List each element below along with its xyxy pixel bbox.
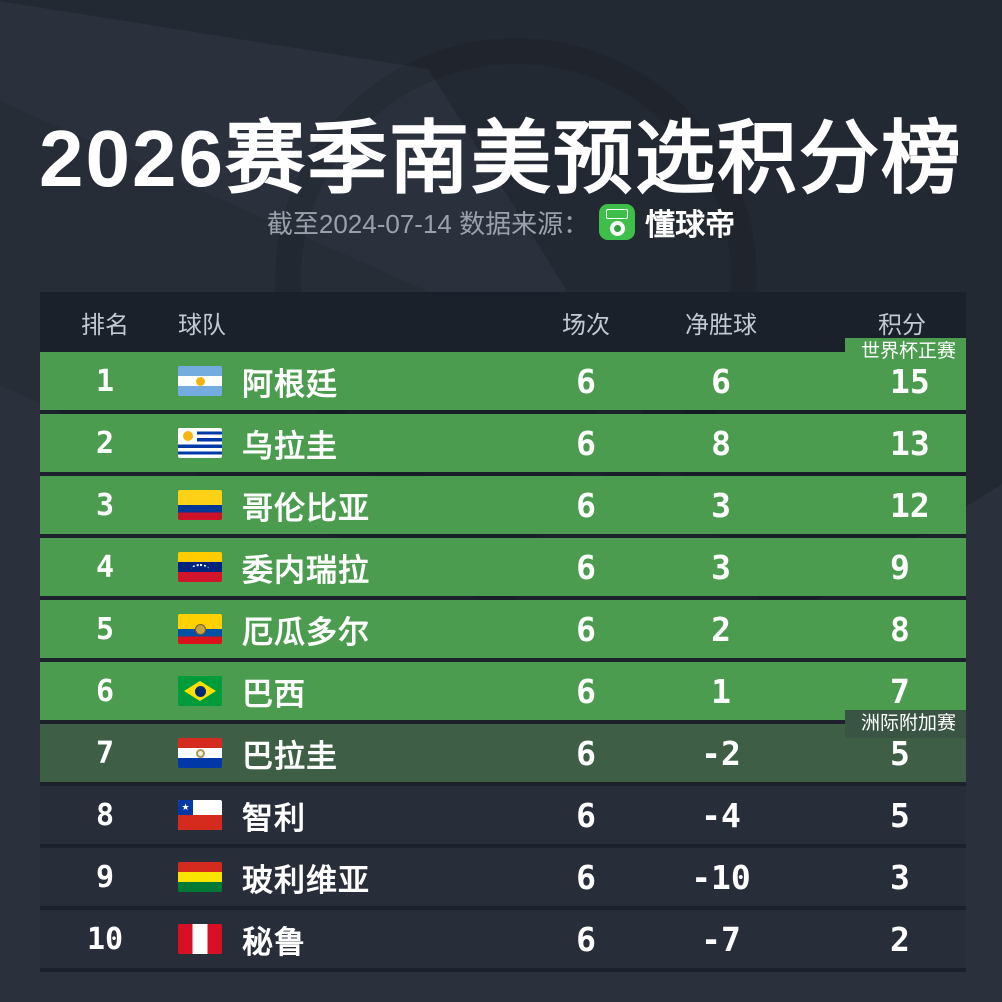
rank-value: 5	[95, 611, 115, 647]
points-value: 2	[890, 919, 910, 959]
column-header-played: 场次	[562, 311, 610, 339]
team-cell: 玻利维亚	[170, 855, 516, 900]
team-cell: 委内瑞拉	[170, 545, 516, 590]
table-row: 3 哥伦比亚 6 3 12	[40, 476, 966, 538]
table-row: 5 厄瓜多尔 6 2 8	[40, 600, 966, 662]
team-name: 哥伦比亚	[242, 490, 370, 526]
flag-ecuador	[178, 614, 222, 644]
dongqiudi-app-icon	[599, 204, 636, 240]
table-row: 9 玻利维亚 6 -10 3	[40, 848, 966, 910]
team-name: 智利	[242, 800, 306, 836]
team-name: 阿根廷	[242, 366, 338, 402]
rank-value: 3	[95, 487, 115, 523]
points-value: 5	[890, 733, 910, 773]
data-cutoff-and-source-label: 截至2024-07-14 数据来源：	[266, 208, 590, 239]
flag-argentina	[178, 366, 222, 396]
rank-value: 7	[95, 735, 115, 771]
goal-difference-value: 3	[711, 485, 731, 525]
table-row: 10 秘鲁 6 -7 2	[40, 910, 966, 972]
column-header-rank: 排名	[81, 311, 129, 339]
goal-difference-value: 3	[711, 547, 731, 587]
team-cell: 智利	[170, 793, 516, 838]
flag-brazil	[178, 676, 222, 706]
matches-played-value: 6	[576, 609, 596, 649]
matches-played-value: 6	[576, 795, 596, 835]
flag-peru	[178, 924, 222, 954]
matches-played-value: 6	[576, 423, 596, 463]
standings-table: 排名 球队 场次 净胜球 积分 1 阿根廷 6 6 15 世界杯正赛 2 乌拉圭…	[40, 292, 966, 972]
subtitle-row: 截至2024-07-14 数据来源： 懂球帝	[0, 200, 1002, 244]
rank-value: 4	[95, 549, 115, 585]
flag-bolivia	[178, 862, 222, 892]
rank-value: 9	[95, 859, 115, 895]
team-name: 秘鲁	[242, 924, 306, 960]
table-row: 1 阿根廷 6 6 15 世界杯正赛	[40, 338, 966, 414]
table-body: 1 阿根廷 6 6 15 世界杯正赛 2 乌拉圭 6 8 13 3 哥伦比亚	[40, 338, 966, 972]
matches-played-value: 6	[576, 857, 596, 897]
dongqiudi-icon-wordmark	[606, 208, 629, 219]
column-header-team: 球队	[178, 311, 226, 339]
matches-played-value: 6	[576, 733, 596, 773]
rank-value: 8	[95, 797, 115, 833]
points-value: 12	[890, 485, 930, 525]
points-value: 9	[890, 547, 910, 587]
flag-colombia	[178, 490, 222, 520]
matches-played-value: 6	[576, 671, 596, 711]
matches-played-value: 6	[576, 919, 596, 959]
team-cell: 阿根廷	[170, 359, 516, 404]
table-row: 7 巴拉圭 6 -2 5 洲际附加赛	[40, 710, 966, 786]
table-row: 8 智利 6 -4 5	[40, 786, 966, 848]
points-value: 13	[890, 423, 930, 463]
team-name: 巴拉圭	[242, 738, 338, 774]
column-header-goal-difference: 净胜球	[685, 311, 757, 339]
team-name: 厄瓜多尔	[242, 614, 370, 650]
team-name: 巴西	[242, 676, 306, 712]
rank-value: 10	[86, 921, 124, 957]
football-icon	[609, 220, 625, 236]
table-row: 4 委内瑞拉 6 3 9	[40, 538, 966, 600]
team-name: 乌拉圭	[242, 428, 338, 464]
zone-tag-world_cup: 世界杯正赛	[844, 338, 966, 366]
flag-chile	[178, 800, 222, 830]
column-header-points: 积分	[878, 311, 926, 339]
team-cell: 哥伦比亚	[170, 483, 516, 528]
page-title: 2026赛季南美预选积分榜	[39, 114, 963, 203]
goal-difference-value: -10	[691, 857, 751, 897]
goal-difference-value: -2	[701, 733, 741, 773]
points-value: 3	[890, 857, 910, 897]
points-value: 8	[890, 609, 910, 649]
zone-tag-playoff: 洲际附加赛	[844, 710, 966, 738]
goal-difference-value: 1	[711, 671, 731, 711]
goal-difference-value: -4	[701, 795, 741, 835]
rank-value: 2	[95, 425, 115, 461]
team-cell: 巴拉圭	[170, 731, 516, 776]
rank-value: 6	[95, 673, 115, 709]
team-cell: 厄瓜多尔	[170, 607, 516, 652]
matches-played-value: 6	[576, 485, 596, 525]
flag-uruguay	[178, 428, 222, 458]
source-name: 懂球帝	[645, 209, 736, 242]
team-cell: 巴西	[170, 669, 516, 714]
table-row: 2 乌拉圭 6 8 13	[40, 414, 966, 476]
rank-value: 1	[95, 363, 115, 399]
matches-played-value: 6	[576, 361, 596, 401]
matches-played-value: 6	[576, 547, 596, 587]
goal-difference-value: 6	[711, 361, 731, 401]
goal-difference-value: 2	[711, 609, 731, 649]
team-name: 委内瑞拉	[242, 552, 370, 588]
flag-venezuela	[178, 552, 222, 582]
points-value: 5	[890, 795, 910, 835]
table-header-row: 排名 球队 场次 净胜球 积分	[40, 292, 966, 352]
points-value: 7	[890, 671, 910, 711]
goal-difference-value: 8	[711, 423, 731, 463]
team-name: 玻利维亚	[242, 862, 370, 898]
table-row: 6 巴西 6 1 7	[40, 662, 966, 724]
goal-difference-value: -7	[701, 919, 741, 959]
points-value: 15	[890, 361, 930, 401]
team-cell: 乌拉圭	[170, 421, 516, 466]
team-cell: 秘鲁	[170, 917, 516, 962]
flag-paraguay	[178, 738, 222, 768]
